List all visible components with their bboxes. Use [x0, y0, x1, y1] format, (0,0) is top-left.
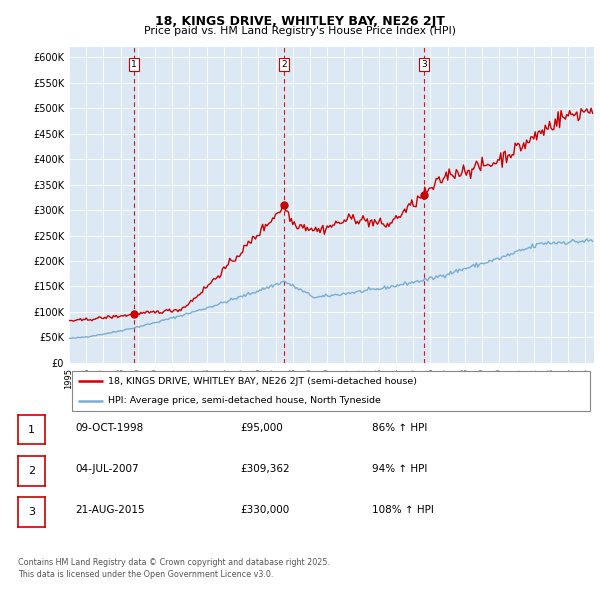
Text: Contains HM Land Registry data © Crown copyright and database right 2025.
This d: Contains HM Land Registry data © Crown c… — [18, 558, 330, 579]
Text: £330,000: £330,000 — [240, 506, 289, 515]
Text: 04-JUL-2007: 04-JUL-2007 — [75, 464, 139, 474]
Text: 21-AUG-2015: 21-AUG-2015 — [75, 506, 145, 515]
Text: 2: 2 — [281, 60, 287, 69]
Text: 86% ↑ HPI: 86% ↑ HPI — [372, 423, 427, 432]
Text: 18, KINGS DRIVE, WHITLEY BAY, NE26 2JT (semi-detached house): 18, KINGS DRIVE, WHITLEY BAY, NE26 2JT (… — [109, 376, 418, 386]
Text: 108% ↑ HPI: 108% ↑ HPI — [372, 506, 434, 515]
Text: 1: 1 — [28, 425, 35, 434]
Text: 94% ↑ HPI: 94% ↑ HPI — [372, 464, 427, 474]
Text: 09-OCT-1998: 09-OCT-1998 — [75, 423, 143, 432]
Text: 2: 2 — [28, 466, 35, 476]
Text: £95,000: £95,000 — [240, 423, 283, 432]
FancyBboxPatch shape — [71, 371, 590, 411]
Text: Price paid vs. HM Land Registry's House Price Index (HPI): Price paid vs. HM Land Registry's House … — [144, 26, 456, 36]
Text: HPI: Average price, semi-detached house, North Tyneside: HPI: Average price, semi-detached house,… — [109, 396, 381, 405]
Text: 1: 1 — [131, 60, 137, 69]
Text: 3: 3 — [28, 507, 35, 517]
Text: 18, KINGS DRIVE, WHITLEY BAY, NE26 2JT: 18, KINGS DRIVE, WHITLEY BAY, NE26 2JT — [155, 15, 445, 28]
Text: 3: 3 — [421, 60, 427, 69]
Text: £309,362: £309,362 — [240, 464, 290, 474]
